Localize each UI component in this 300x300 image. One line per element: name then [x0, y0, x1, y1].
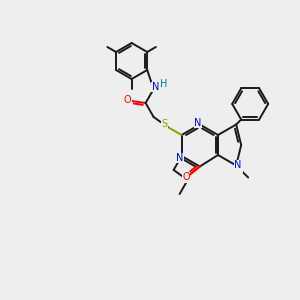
Text: N: N — [176, 153, 183, 163]
Text: O: O — [124, 95, 131, 105]
Text: N: N — [194, 118, 202, 128]
Text: N: N — [152, 82, 159, 92]
Text: O: O — [182, 172, 190, 182]
Text: N: N — [235, 160, 242, 170]
Text: S: S — [162, 119, 168, 129]
Text: H: H — [160, 79, 167, 89]
Text: N: N — [236, 163, 243, 172]
